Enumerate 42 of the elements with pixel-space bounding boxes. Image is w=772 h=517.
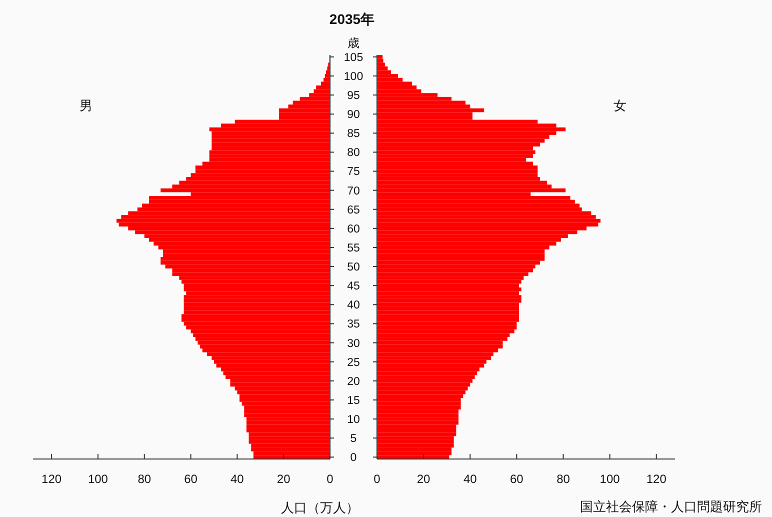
y-axis-title: 歳 [348,36,360,50]
x-tick-label: 40 [230,472,244,486]
y-tick-label: 100 [344,70,364,83]
x-tick-label: 120 [646,472,667,486]
x-tick-label: 120 [42,472,62,486]
x-tick-label: 20 [276,472,291,486]
x-tick-label: 100 [600,472,620,486]
y-tick-label: 35 [347,318,360,331]
y-tick-label: 5 [350,433,357,446]
y-tick-label: 15 [347,394,360,407]
text: 国立社会保障・人口問題研究所 [580,499,762,514]
y-tick-label: 30 [347,338,360,350]
x-tick-label: 60 [184,472,198,486]
text: 男 [80,98,92,113]
x-tick-label: 80 [556,472,570,486]
text: 女 [614,98,626,113]
x-tick-label: 40 [463,472,478,486]
y-tick-label: 10 [347,414,360,426]
chart-title: 2035年 [329,11,375,27]
x-tick-label: 0 [374,472,381,486]
y-tick-label: 80 [347,147,360,160]
x-tick-label: 20 [416,472,431,486]
x-tick-label: 80 [138,472,152,486]
y-tick-label: 75 [347,166,360,178]
y-tick-label: 60 [347,223,360,236]
y-tick-label: 25 [347,356,360,369]
x-tick-label: 0 [326,472,334,486]
y-tick-label: 85 [347,128,360,140]
y-tick-label: 0 [350,452,357,464]
y-tick-label: 40 [347,300,360,312]
x-tick-label: 60 [510,472,524,486]
y-tick-label: 50 [347,262,360,274]
y-tick-label: 105 [344,52,364,64]
y-tick-label: 20 [347,376,360,388]
y-tick-label: 95 [347,90,360,102]
y-tick-label: 70 [347,185,360,198]
x-tick-label: 100 [88,472,108,486]
x-axis-title: 人口（万人） [281,500,359,515]
y-tick-label: 65 [347,204,360,216]
y-tick-label: 45 [347,280,360,293]
y-tick-label: 55 [347,242,360,254]
y-tick-label: 90 [347,109,360,122]
